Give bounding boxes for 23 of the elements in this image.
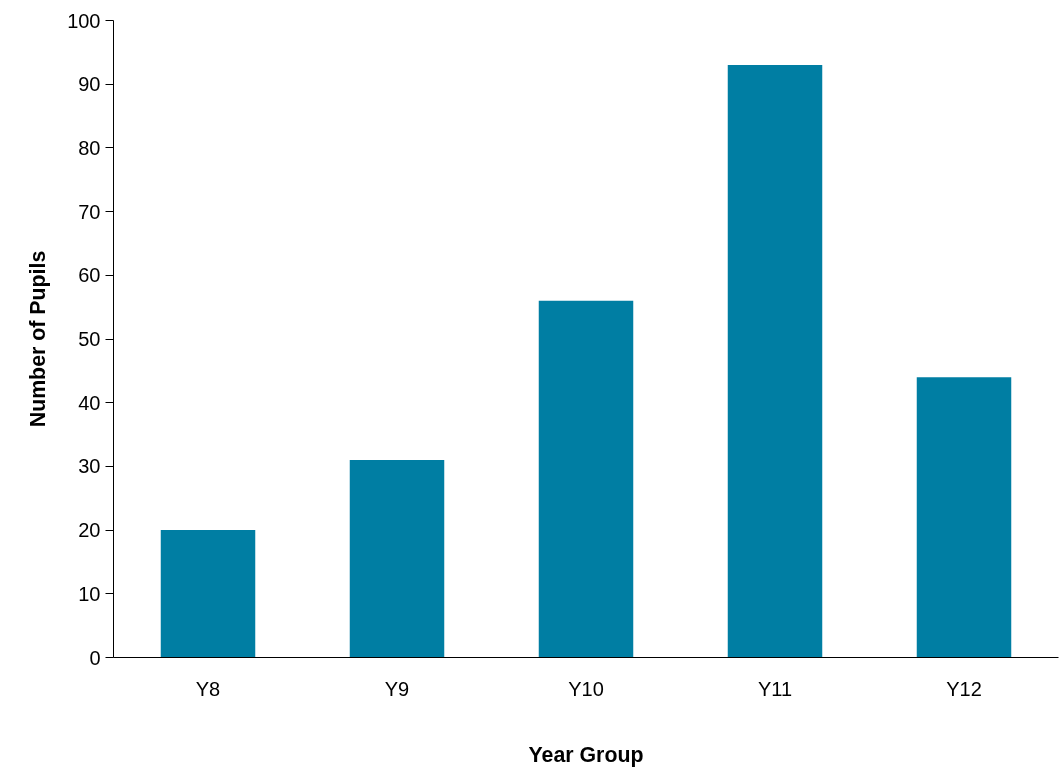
y-tick-label: 20 [78, 519, 101, 542]
y-tick-label: 70 [78, 200, 101, 223]
x-tick-label: Y8 [195, 677, 221, 700]
y-tick-label: 80 [78, 136, 101, 159]
bar [538, 300, 634, 658]
x-tick-label: Y12 [946, 677, 982, 700]
x-tick-label: Y10 [568, 677, 604, 700]
bar [727, 65, 823, 658]
x-tick-label: Y11 [757, 677, 793, 700]
y-axis-title: Number of Pupils [26, 250, 51, 428]
bar [349, 460, 445, 658]
y-tick-label: 100 [67, 9, 101, 32]
y-tick-label: 0 [89, 646, 101, 669]
bar [916, 377, 1012, 658]
bar [160, 530, 256, 658]
y-tick-label: 60 [78, 264, 101, 287]
y-tick-label: 30 [78, 455, 101, 478]
x-tick-label: Y9 [384, 677, 410, 700]
y-tick-label: 90 [78, 73, 101, 96]
x-axis-title: Year Group [528, 742, 644, 767]
y-tick-label: 50 [78, 328, 101, 350]
y-tick-label: 10 [78, 582, 101, 605]
y-tick-label: 40 [78, 391, 101, 414]
